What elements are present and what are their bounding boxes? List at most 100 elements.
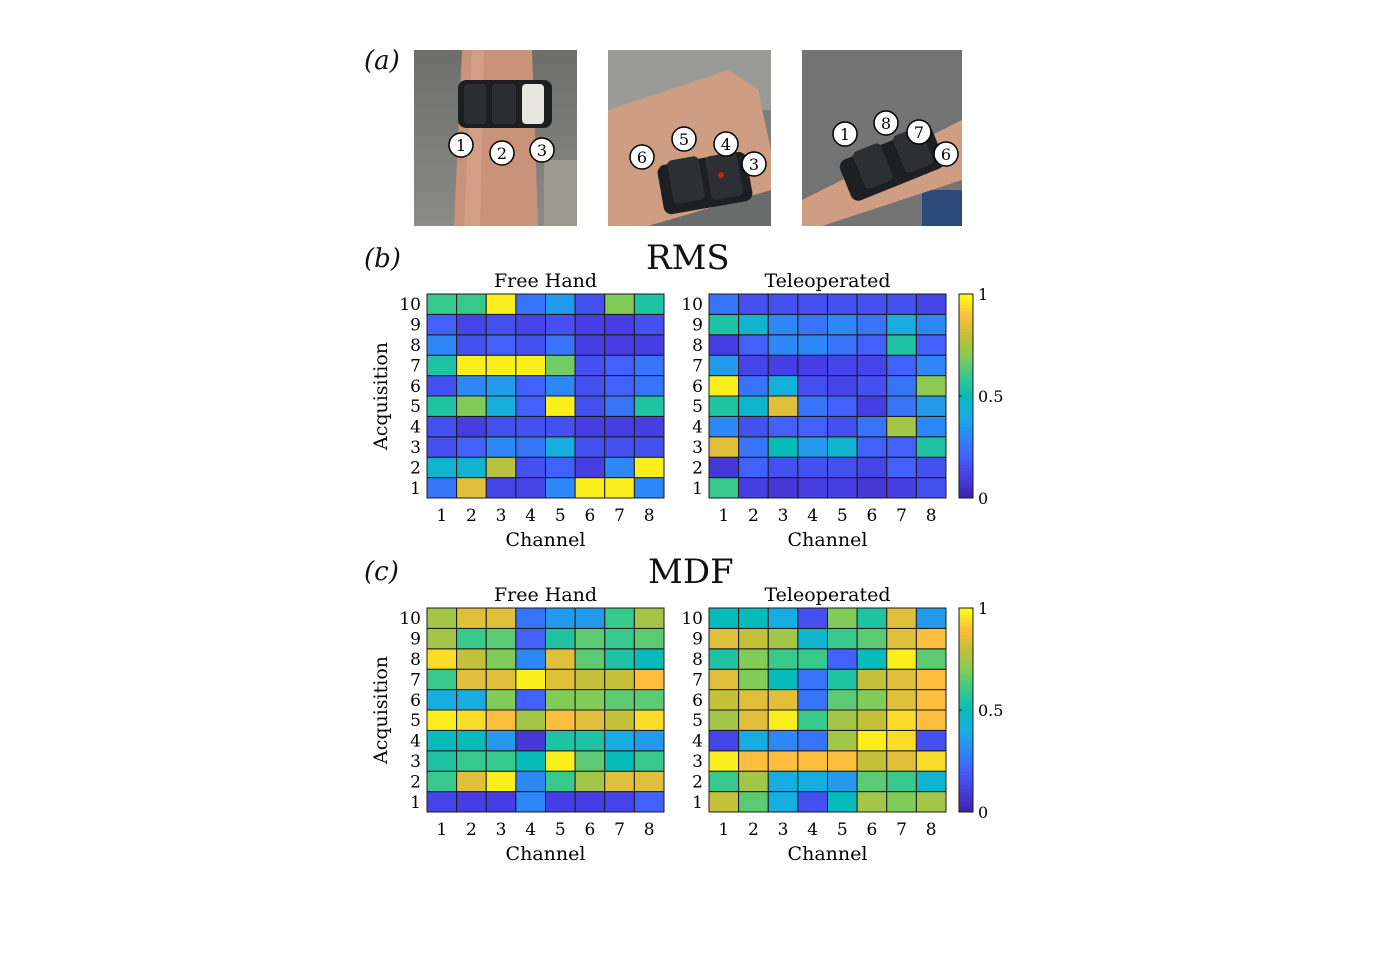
heatmap-cell (738, 668, 769, 691)
colorbar-segment (959, 618, 973, 623)
colorbar-segment (959, 372, 973, 377)
colorbar-segment (959, 311, 973, 315)
heatmap-cell (574, 456, 606, 479)
y-tick-label: 9 (410, 316, 421, 336)
heatmap-cell (574, 648, 606, 670)
heatmap-cell (545, 729, 576, 752)
y-tick-label: 2 (410, 458, 421, 478)
heatmap-cell (515, 456, 546, 479)
heatmap-cell (545, 709, 576, 731)
heatmap-cell (426, 415, 458, 438)
colorbar-segment (959, 379, 973, 383)
colorbar-segment (959, 443, 973, 448)
y-tick-label: 3 (692, 752, 703, 772)
colorbar-segment (959, 710, 973, 714)
heatmap-cell (515, 354, 546, 377)
photo-front-view: 1 2 3 (414, 50, 577, 226)
heatmap-cell (797, 627, 828, 650)
heatmap-cell (574, 375, 606, 397)
colorbar-segment (959, 642, 973, 646)
heatmap-cell (915, 456, 947, 479)
y-tick-label: 1 (692, 793, 703, 813)
heatmap-cell (426, 689, 458, 711)
heatmap-cell (915, 354, 947, 377)
heatmap-cell (574, 313, 606, 336)
y-tick-label: 7 (410, 356, 421, 376)
heatmap-cell (738, 456, 769, 479)
heatmap-cell (886, 709, 917, 731)
heatmap-cell (738, 729, 769, 752)
y-tick-label: 10 (399, 295, 421, 315)
colorbar-segment (959, 805, 973, 810)
heatmap-cell (574, 791, 606, 813)
heatmap-cell (767, 375, 799, 397)
heatmap-cell (738, 395, 769, 417)
heatmap-cell (886, 477, 917, 499)
colorbar-segment (959, 781, 973, 786)
rms-section-title: RMS (646, 238, 730, 278)
heatmap-cell (633, 770, 665, 793)
heatmap-cell (633, 456, 665, 479)
heatmap-cell (708, 648, 740, 670)
heatmap-cell (545, 334, 576, 356)
heatmap-cell (797, 668, 828, 691)
x-tick-label: 1 (436, 820, 447, 840)
heatmap-cell (633, 689, 665, 711)
svg-text:4: 4 (721, 135, 731, 154)
heatmap-cell (797, 456, 828, 479)
heatmap-cell (633, 750, 665, 772)
colorbar-segment (959, 321, 973, 326)
svg-text:1: 1 (840, 125, 850, 144)
heatmap-cell (485, 436, 517, 458)
heatmap-cell (856, 395, 888, 417)
heatmap-cell (738, 709, 769, 731)
colorbar-segment (959, 474, 973, 479)
heatmap-cell (515, 415, 546, 438)
heatmap-cell (827, 709, 858, 731)
heatmap-cell (767, 334, 799, 356)
heatmap-cell (827, 668, 858, 691)
y-tick-label: 2 (692, 458, 703, 478)
heatmap-cell (856, 668, 888, 691)
heatmap-cell (633, 729, 665, 752)
colorbar-segment (959, 406, 973, 411)
heatmap-cell (886, 689, 917, 711)
y-tick-label: 4 (410, 418, 421, 438)
heatmap-cell (915, 689, 947, 711)
photo-side-view: 6 5 4 3 (608, 50, 771, 226)
colorbar-segment (959, 365, 973, 370)
heatmap-cell (426, 729, 458, 752)
y-tick-label: 8 (692, 650, 703, 670)
heatmap-cell (604, 770, 635, 793)
heatmap-cell (545, 415, 576, 438)
heatmap-cell (545, 607, 576, 629)
colorbar-segment (959, 338, 973, 343)
colorbar-segment (959, 453, 973, 458)
heatmap-cell (708, 313, 740, 336)
x-tick-label: 2 (466, 820, 477, 840)
heatmap-cell (827, 415, 858, 438)
marker-4: 4 (713, 131, 739, 157)
heatmap-cell (915, 436, 947, 458)
heatmap-cell (767, 415, 799, 438)
heatmap-cell (604, 415, 635, 438)
colorbar-segment (959, 703, 973, 708)
heatmap-cell (886, 395, 917, 417)
heatmap-cell (738, 750, 769, 772)
heatmap-cell (604, 293, 635, 315)
heatmap-cell (708, 477, 740, 499)
colorbar-segment (959, 416, 973, 421)
x-tick-label: 8 (926, 506, 937, 526)
heatmap-cell (545, 770, 576, 793)
heatmap-cell (426, 334, 458, 356)
colorbar-segment (959, 652, 973, 657)
heatmap-cell (545, 668, 576, 691)
heatmap-cell (738, 354, 769, 377)
photo-back-view: 1 8 7 6 (802, 50, 962, 226)
colorbar-segment (959, 317, 973, 322)
svg-text:6: 6 (637, 148, 647, 167)
colorbar-segment (959, 304, 973, 309)
heatmap-cell (767, 770, 799, 793)
heatmap-cell (426, 395, 458, 417)
heatmap-cell (797, 436, 828, 458)
